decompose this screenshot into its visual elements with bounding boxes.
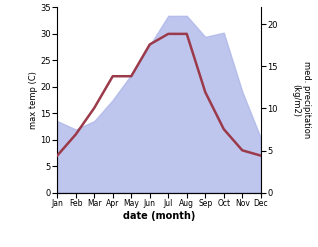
Y-axis label: med. precipitation
(kg/m2): med. precipitation (kg/m2) [291, 62, 311, 139]
X-axis label: date (month): date (month) [123, 211, 195, 221]
Y-axis label: max temp (C): max temp (C) [29, 71, 38, 129]
